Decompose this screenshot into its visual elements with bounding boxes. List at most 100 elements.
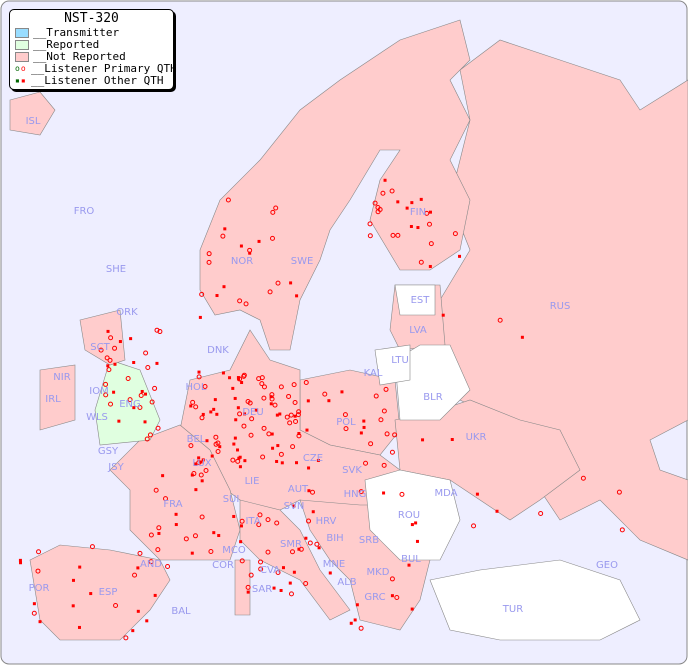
listener-other-qth (475, 492, 479, 496)
country-label-ltu: LTU (391, 355, 409, 366)
listener-other-qth (132, 406, 136, 410)
listener-other-qth (382, 491, 386, 495)
listener-primary-qth (342, 412, 348, 418)
listener-other-qth (233, 436, 237, 440)
country-label-mda: MDA (434, 488, 458, 499)
listener-other-qth (340, 390, 344, 394)
listener-other-qth (416, 226, 420, 230)
listener-primary-qth (147, 432, 153, 438)
country-label-lux: LUX (192, 458, 212, 469)
listener-primary-qth (497, 317, 503, 323)
listener-other-qth (415, 539, 419, 543)
listener-other-qth (71, 604, 75, 608)
listener-primary-qth (145, 365, 151, 371)
listener-other-qth (215, 412, 219, 416)
listener-other-qth (316, 458, 320, 462)
listener-other-qth (239, 524, 243, 528)
listener-other-qth (458, 254, 462, 258)
listener-primary-qth (272, 402, 278, 408)
listener-other-qth (131, 629, 135, 633)
listener-primary-qth (137, 404, 143, 410)
listener-primary-qth (363, 460, 369, 466)
listener-primary-qth (303, 379, 309, 385)
listener-other-qth (218, 445, 222, 449)
listener-other-qth (293, 414, 297, 418)
listener-primary-qth (424, 210, 430, 216)
listener-other-qth (248, 251, 252, 255)
listener-primary-qth (428, 241, 434, 247)
legend-label: __Reported (33, 38, 100, 51)
listener-other-qth (362, 425, 366, 429)
listener-other-qth (295, 461, 299, 465)
listener-primary-qth (243, 301, 249, 307)
listener-other-qth (174, 523, 178, 527)
listener-primary-qth (296, 409, 302, 415)
listener-primary-qth (237, 411, 243, 417)
country-scandinavia (199, 19, 471, 351)
listener-other-qth (421, 438, 425, 442)
listener-primary-qth (258, 566, 264, 572)
listener-primary-qth (269, 396, 275, 402)
listener-other-qth (71, 578, 75, 582)
filled-square-icon: ▪▪ (15, 76, 27, 85)
country-label-hng: HNG (343, 489, 367, 500)
listener-primary-qth (267, 289, 273, 295)
listener-primary-qth (188, 443, 194, 449)
listener-primary-qth (392, 432, 398, 438)
listener-primary-qth (206, 251, 212, 257)
listener-other-qth (199, 460, 203, 464)
listener-primary-qth (394, 594, 400, 600)
listener-primary-qth (191, 471, 197, 477)
legend-not-reported: __Not Reported (10, 51, 173, 63)
listener-primary-qth (35, 568, 41, 574)
listener-primary-qth (389, 576, 395, 582)
listener-other-qth (428, 210, 432, 214)
listener-primary-qth (275, 570, 281, 576)
listener-primary-qth (155, 547, 161, 553)
listener-other-qth (270, 432, 274, 436)
listener-other-qth (155, 361, 159, 365)
listener-primary-qth (108, 335, 114, 341)
listener-other-qth (281, 566, 285, 570)
legend-transmitter: __Transmitter (10, 27, 173, 39)
listener-other-qth (228, 376, 232, 380)
country-label-cva: CVA (259, 565, 281, 576)
country-france (109, 424, 241, 561)
listener-other-qth (495, 509, 499, 513)
listener-primary-qth (155, 425, 161, 431)
listener-other-qth (275, 413, 279, 417)
country-label-nir: NIR (53, 372, 71, 383)
legend-label: __Listener Primary QTH (31, 62, 177, 75)
country-label-srb: SRB (358, 535, 380, 546)
country-corsica-sardinia (234, 559, 251, 616)
listener-primary-qth (265, 549, 271, 555)
listener-other-qth (407, 563, 411, 567)
listener-primary-qth (289, 549, 295, 555)
listener-primary-qth (580, 475, 586, 481)
listener-other-qth (414, 521, 418, 525)
country-ENG (94, 359, 161, 446)
listener-other-qth (136, 609, 140, 613)
listener-primary-qth (380, 190, 386, 196)
listener-other-qth (236, 406, 240, 410)
listener-primary-qth (291, 382, 297, 388)
listener-primary-qth (241, 373, 247, 379)
listener-other-qth (355, 603, 359, 607)
country-label-fro: FRO (73, 206, 95, 217)
listener-primary-qth (389, 449, 395, 455)
listener-other-qth (295, 294, 299, 298)
listener-other-qth (419, 197, 423, 201)
country-label-she: SHE (105, 264, 127, 275)
listener-primary-qth (104, 355, 110, 361)
country-label-est: EST (410, 295, 430, 306)
listener-primary-qth (287, 420, 293, 426)
listener-primary-qth (292, 399, 298, 405)
listener-primary-qth (213, 434, 219, 440)
listener-other-qth (190, 551, 194, 555)
listener-other-qth (215, 294, 219, 298)
legend-label: __Listener Other QTH (31, 74, 164, 87)
listener-primary-qth (225, 197, 231, 203)
listener-other-qth (143, 420, 147, 424)
listener-primary-qth (273, 205, 279, 211)
